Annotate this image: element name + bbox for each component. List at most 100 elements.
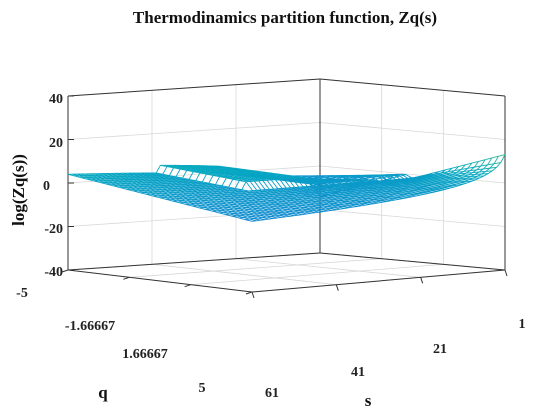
mesh-segment-q [225,214,233,217]
mesh-segment-q [254,180,262,191]
mesh-segment-q [263,173,271,175]
mesh-segment-q [331,188,338,191]
mesh-segment-q [212,195,220,198]
mesh-segment-q [353,192,361,195]
mesh-segment-q [272,213,280,216]
mesh-segment-q [240,210,247,213]
mesh-segment-q [223,212,231,215]
mesh-segment-q [318,186,325,189]
mesh-segment-q [287,213,295,217]
mesh-segment-q [208,195,216,199]
mesh-segment-q [249,202,257,205]
mesh-segment-q [281,196,288,200]
mesh-segment-q [104,182,112,185]
mesh-segment-q [329,180,337,182]
mesh-segment-q [216,194,224,198]
mesh-segment-q [401,173,409,180]
mesh-segment-q [359,189,367,192]
mesh-segment-q [305,200,312,203]
mesh-segment-q [343,184,350,186]
mesh-segment-q [171,176,179,179]
mesh-segment-q [142,190,149,193]
mesh-segment-q [94,180,101,184]
mesh-segment-q [148,187,155,191]
mesh-segment-q [370,176,378,179]
q-tick-1-66667: 1.66667 [122,347,168,362]
mesh-segment-q [177,167,185,170]
mesh-segment-q [214,193,222,196]
mesh-segment-q [239,201,246,204]
mesh-segment-q [265,211,273,215]
s-tick-21: 21 [433,342,447,357]
mesh-segment-q [213,168,221,171]
mesh-segment-q [300,212,307,215]
mesh-segment-q [262,217,269,220]
mesh-segment-q [198,184,206,188]
mesh-segment-q [294,203,302,206]
mesh-segment-q [220,171,228,174]
mesh-segment-q [376,200,383,203]
mesh-segment-q [212,191,220,194]
mesh-segment-q [193,165,201,168]
mesh-segment-q [221,166,229,169]
mesh-segment-q [262,180,270,190]
mesh-segment-q [392,197,400,200]
mesh-segment-q [338,192,346,195]
mesh-segment-q [194,185,202,188]
z-tick-0: 0 [43,179,50,194]
mesh-segment-q [373,195,380,197]
mesh-segment-q [151,183,159,187]
mesh-segment-q [140,182,148,185]
mesh-segment-q [407,193,415,195]
mesh-segment-q [93,173,100,176]
mesh-segment-q [351,183,359,186]
mesh-segment-q [154,189,162,192]
mesh-segment-s [493,156,499,164]
mesh-segment-q [337,202,345,205]
mesh-segment-q [264,202,272,206]
mesh-segment-q [193,171,200,174]
mesh-segment-q [225,174,233,177]
mesh-segment-q [191,197,199,200]
mesh-segment-q [72,173,79,177]
mesh-segment-q [139,188,147,191]
mesh-segment-q [390,192,397,195]
mesh-segment-q [419,176,427,178]
mesh-segment-q [296,197,303,200]
mesh-segment-q [242,217,250,220]
mesh-segment-q [177,200,185,203]
mesh-segment-q [402,186,409,189]
mesh-segment-q [322,198,329,201]
mesh-segment-q [158,173,166,177]
mesh-segment-q [152,175,160,178]
mesh-segment-q [326,197,333,200]
mesh-segment-q [383,191,391,194]
mesh-segment-q [287,175,295,178]
q-tick-neg1-66667: -1.66667 [65,319,115,334]
mesh-segment-q [437,173,444,176]
mesh-segment-q [222,202,230,206]
mesh-segment-q [366,194,374,197]
mesh-segment-q [334,185,342,187]
mesh-segment-q [322,189,330,191]
mesh-segment-q [258,201,266,204]
mesh-segment-q [211,167,219,170]
mesh-segment-q [231,206,238,209]
mesh-segment-q [459,172,466,175]
mesh-segment-q [226,177,233,180]
mesh-segment-q [273,201,281,205]
mesh-segment-q [401,196,409,199]
mesh-segment-q [232,175,239,178]
mesh-segment-q [323,181,331,183]
mesh-segment-q [203,169,211,172]
mesh-segment-q [221,198,229,202]
mesh-segment-q [233,171,241,174]
mesh-segment-q [310,180,318,182]
mesh-segment-q [238,168,246,171]
s-tick-61: 61 [265,386,279,401]
mesh-segment-q [337,186,344,188]
mesh-segment-q [173,186,181,189]
mesh-segment-q [138,177,145,180]
mesh-segment-q [286,187,293,190]
mesh-segment-q [135,175,143,179]
